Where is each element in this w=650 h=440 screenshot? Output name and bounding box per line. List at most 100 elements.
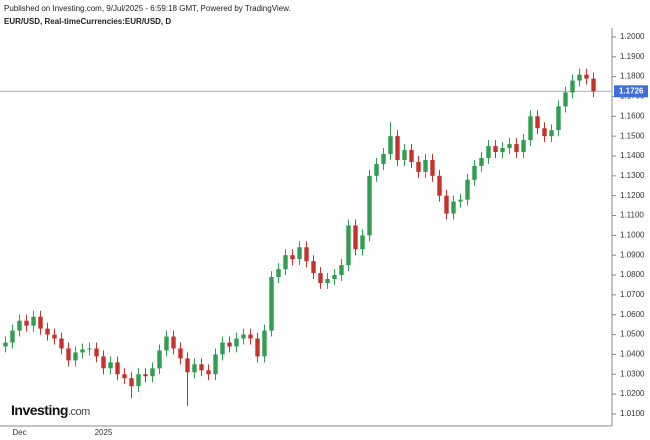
candle-body: [360, 235, 365, 250]
logo-name: Investing: [11, 402, 68, 418]
candle-body: [220, 342, 225, 355]
candle-body: [31, 316, 36, 326]
candle-body: [143, 374, 148, 377]
candle-body: [206, 370, 211, 375]
candle-body: [402, 150, 407, 160]
candle-body: [164, 336, 169, 351]
candle-body: [115, 362, 120, 375]
candle-body: [458, 199, 463, 202]
candle-body: [185, 358, 190, 373]
candle-body: [535, 116, 540, 129]
candle-body: [353, 225, 358, 250]
candle-body: [444, 195, 449, 214]
candle-body: [290, 255, 295, 260]
candle-body: [325, 279, 330, 283]
y-tick-label: 1.0900: [620, 250, 645, 259]
candle-body: [507, 144, 512, 149]
y-tick-label: 1.0100: [620, 409, 645, 418]
candle-body: [591, 78, 596, 92]
candle-body: [486, 146, 491, 158]
candle-body: [178, 348, 183, 359]
candle-body: [80, 349, 85, 353]
x-tick-label: 2025: [95, 428, 113, 437]
candle-body: [339, 265, 344, 276]
candle-body: [542, 128, 547, 137]
logo: Investing.com: [11, 402, 90, 418]
candle-body: [584, 74, 589, 79]
candle-body: [451, 201, 456, 214]
last-price-box: [614, 85, 648, 98]
y-tick-label: 1.1300: [620, 171, 645, 180]
candle-body: [465, 179, 470, 200]
candle-body: [213, 354, 218, 375]
y-tick-label: 1.1200: [620, 191, 645, 200]
candle-body: [255, 338, 260, 357]
candle-body: [283, 255, 288, 270]
candle-body: [24, 320, 29, 326]
last-price-label: 1.1726: [619, 86, 644, 95]
candle-body: [157, 350, 162, 369]
candle-body: [374, 163, 379, 176]
candle-body: [549, 130, 554, 137]
candle-body: [416, 161, 421, 172]
candle-body: [332, 275, 337, 280]
x-tick-label: Dec: [12, 428, 26, 437]
y-tick-label: 1.0400: [620, 350, 645, 359]
candle-body: [101, 356, 106, 369]
candle-body: [248, 334, 253, 339]
y-tick-label: 1.0200: [620, 389, 645, 398]
candle-body: [346, 225, 351, 266]
candle-body: [45, 328, 50, 335]
y-tick-label: 1.1800: [620, 72, 645, 81]
candle-body: [17, 320, 22, 331]
candle-body: [241, 334, 246, 339]
candle-body: [437, 175, 442, 196]
y-tick-label: 1.1400: [620, 151, 645, 160]
candle-body: [395, 136, 400, 160]
y-tick-label: 1.1100: [620, 211, 644, 220]
candle-body: [129, 378, 134, 387]
candle-body: [234, 338, 239, 347]
candle-body: [570, 80, 575, 93]
candle-body: [472, 165, 477, 180]
candle-body: [304, 247, 309, 262]
candle-body: [388, 136, 393, 155]
symbol-label: EUR/USD, Real-timeCurrencies:EUR/USD, D: [4, 17, 172, 26]
candle-body: [528, 116, 533, 141]
candle-body: [521, 140, 526, 153]
candle-body: [3, 342, 8, 347]
candle-body: [262, 330, 267, 357]
candle-body: [318, 273, 323, 283]
candle-body: [199, 364, 204, 371]
candle-body: [577, 74, 582, 81]
candle-body: [276, 269, 281, 278]
candle-body: [500, 148, 505, 153]
y-tick-label: 1.1600: [620, 111, 645, 120]
candle-body: [171, 336, 176, 349]
candle-body: [311, 261, 316, 274]
candle-body: [150, 368, 155, 377]
published-note: Published on Investing.com, 9/Jul/2025 -…: [4, 4, 291, 13]
candle-body: [514, 144, 519, 153]
candle-body: [73, 352, 78, 361]
logo-suffix: .com: [67, 406, 90, 418]
y-tick-label: 1.1900: [620, 52, 645, 61]
candle-body: [94, 348, 99, 357]
candle-body: [367, 175, 372, 236]
candle-body: [108, 362, 113, 369]
candle-body: [227, 342, 232, 347]
candle-body: [479, 157, 484, 166]
candle-body: [556, 106, 561, 131]
candle-body: [269, 277, 274, 331]
y-tick-label: 1.1500: [620, 131, 645, 140]
candle-body: [563, 92, 568, 107]
candle-body: [423, 159, 428, 172]
y-tick-label: 1.0600: [620, 310, 645, 319]
candle-body: [409, 150, 414, 162]
candle-body: [297, 247, 302, 260]
candle-body: [66, 348, 71, 361]
candle-body: [87, 348, 92, 350]
y-tick-label: 1.2000: [620, 32, 645, 41]
